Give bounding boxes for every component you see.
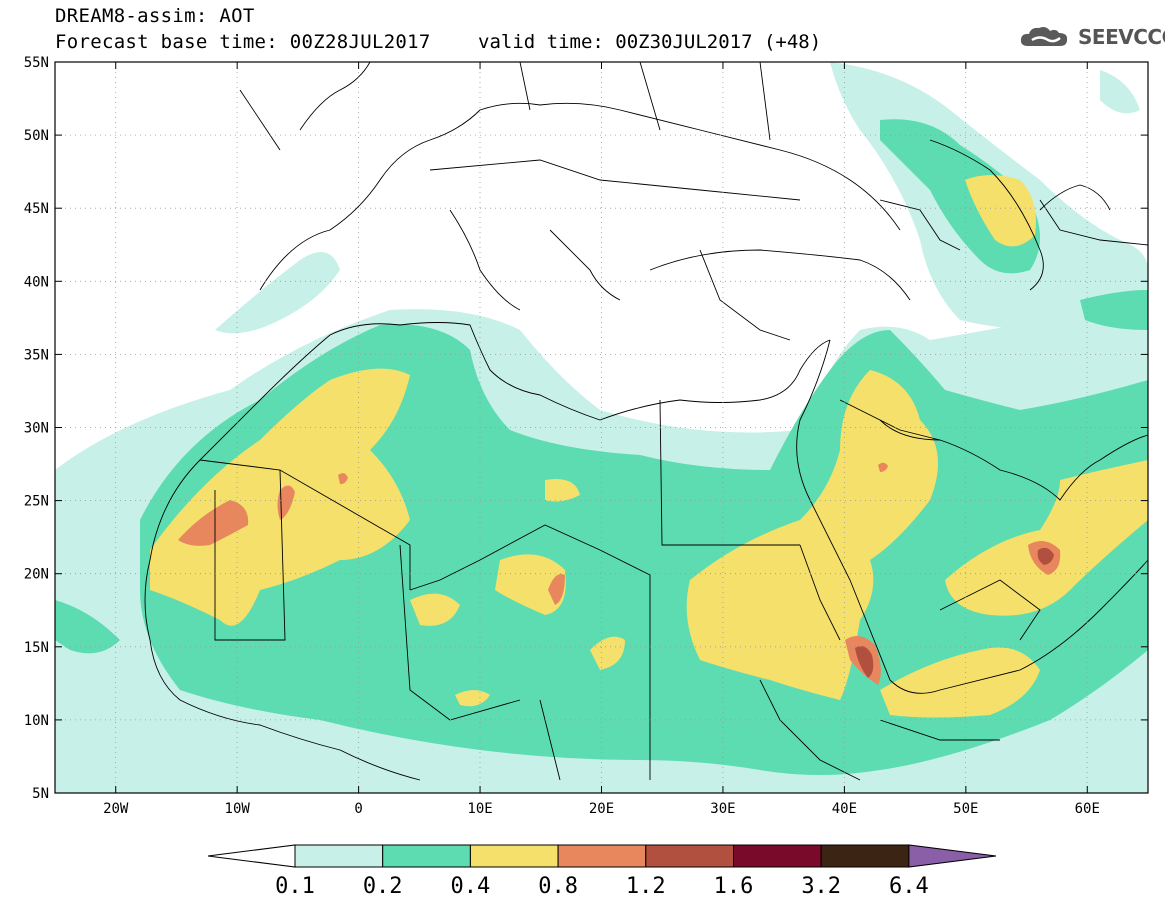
colorbar-level-label: 0.8 [538, 874, 578, 899]
lat-tick-label: 50N [24, 128, 49, 144]
lon-tick-label: 0 [354, 801, 362, 817]
latitude-axis: 55N 50N 45N 40N 35N 30N 25N 20N 15N 10N 5N [24, 55, 1148, 802]
colorbar-over-arrow [908, 844, 997, 868]
seevccc-logo: SEEVCCC [1018, 24, 1165, 50]
cloud-icon [1020, 27, 1068, 46]
lon-tick-label: 10E [467, 801, 492, 817]
lon-tick-label: 30E [710, 801, 735, 817]
colorbar-level-label: 3.2 [801, 874, 841, 899]
lat-tick-label: 35N [24, 347, 49, 363]
colorbar: 0.1 0.2 0.4 0.8 1.2 1.6 3.2 6.4 [207, 844, 997, 899]
colorbar-segment [557, 844, 647, 868]
lat-tick-label: 20N [24, 567, 49, 583]
longitude-axis: 20W 10W 0 10E 20E 30E 40E 50E 60E [103, 62, 1100, 817]
colorbar-level-label: 0.2 [363, 874, 403, 899]
map-plot-area [55, 62, 1148, 793]
lon-tick-label: 20E [589, 801, 614, 817]
country-borders [144, 62, 1148, 781]
lat-tick-label: 30N [24, 421, 49, 437]
lat-tick-label: 45N [24, 201, 49, 217]
lat-tick-label: 55N [24, 55, 49, 71]
colorbar-level-label: 0.4 [451, 874, 491, 899]
colorbar-level-label: 6.4 [889, 874, 929, 899]
colorbar-segment [294, 844, 384, 868]
lat-tick-label: 40N [24, 274, 49, 290]
map-title: DREAM8-assim: AOT [55, 5, 255, 27]
lat-tick-label: 5N [32, 786, 49, 802]
valid-time: valid time: 00Z30JUL2017 (+48) [478, 31, 822, 53]
lat-tick-label: 15N [24, 640, 49, 656]
map-gridlines [55, 62, 1148, 793]
colorbar-segment [733, 844, 822, 868]
lon-tick-label: 10W [225, 801, 251, 817]
colorbar-segment [382, 844, 471, 868]
lat-tick-label: 25N [24, 494, 49, 510]
lon-tick-label: 20W [103, 801, 129, 817]
lon-tick-label: 40E [832, 801, 857, 817]
logo-text: SEEVCCC [1078, 25, 1165, 49]
aot-contour-1.2 [855, 547, 1054, 678]
colorbar-level-label: 0.1 [275, 874, 315, 899]
forecast-base-time: Forecast base time: 00Z28JUL2017 [55, 31, 431, 53]
colorbar-level-label: 1.6 [714, 874, 754, 899]
colorbar-segment [645, 844, 734, 868]
lat-tick-label: 10N [24, 713, 49, 729]
lon-tick-label: 50E [953, 801, 978, 817]
colorbar-level-label: 1.2 [626, 874, 666, 899]
colorbar-segment [820, 844, 910, 868]
colorbar-segment [469, 844, 559, 868]
colorbar-under-arrow [207, 844, 296, 868]
lon-tick-label: 60E [1075, 801, 1100, 817]
